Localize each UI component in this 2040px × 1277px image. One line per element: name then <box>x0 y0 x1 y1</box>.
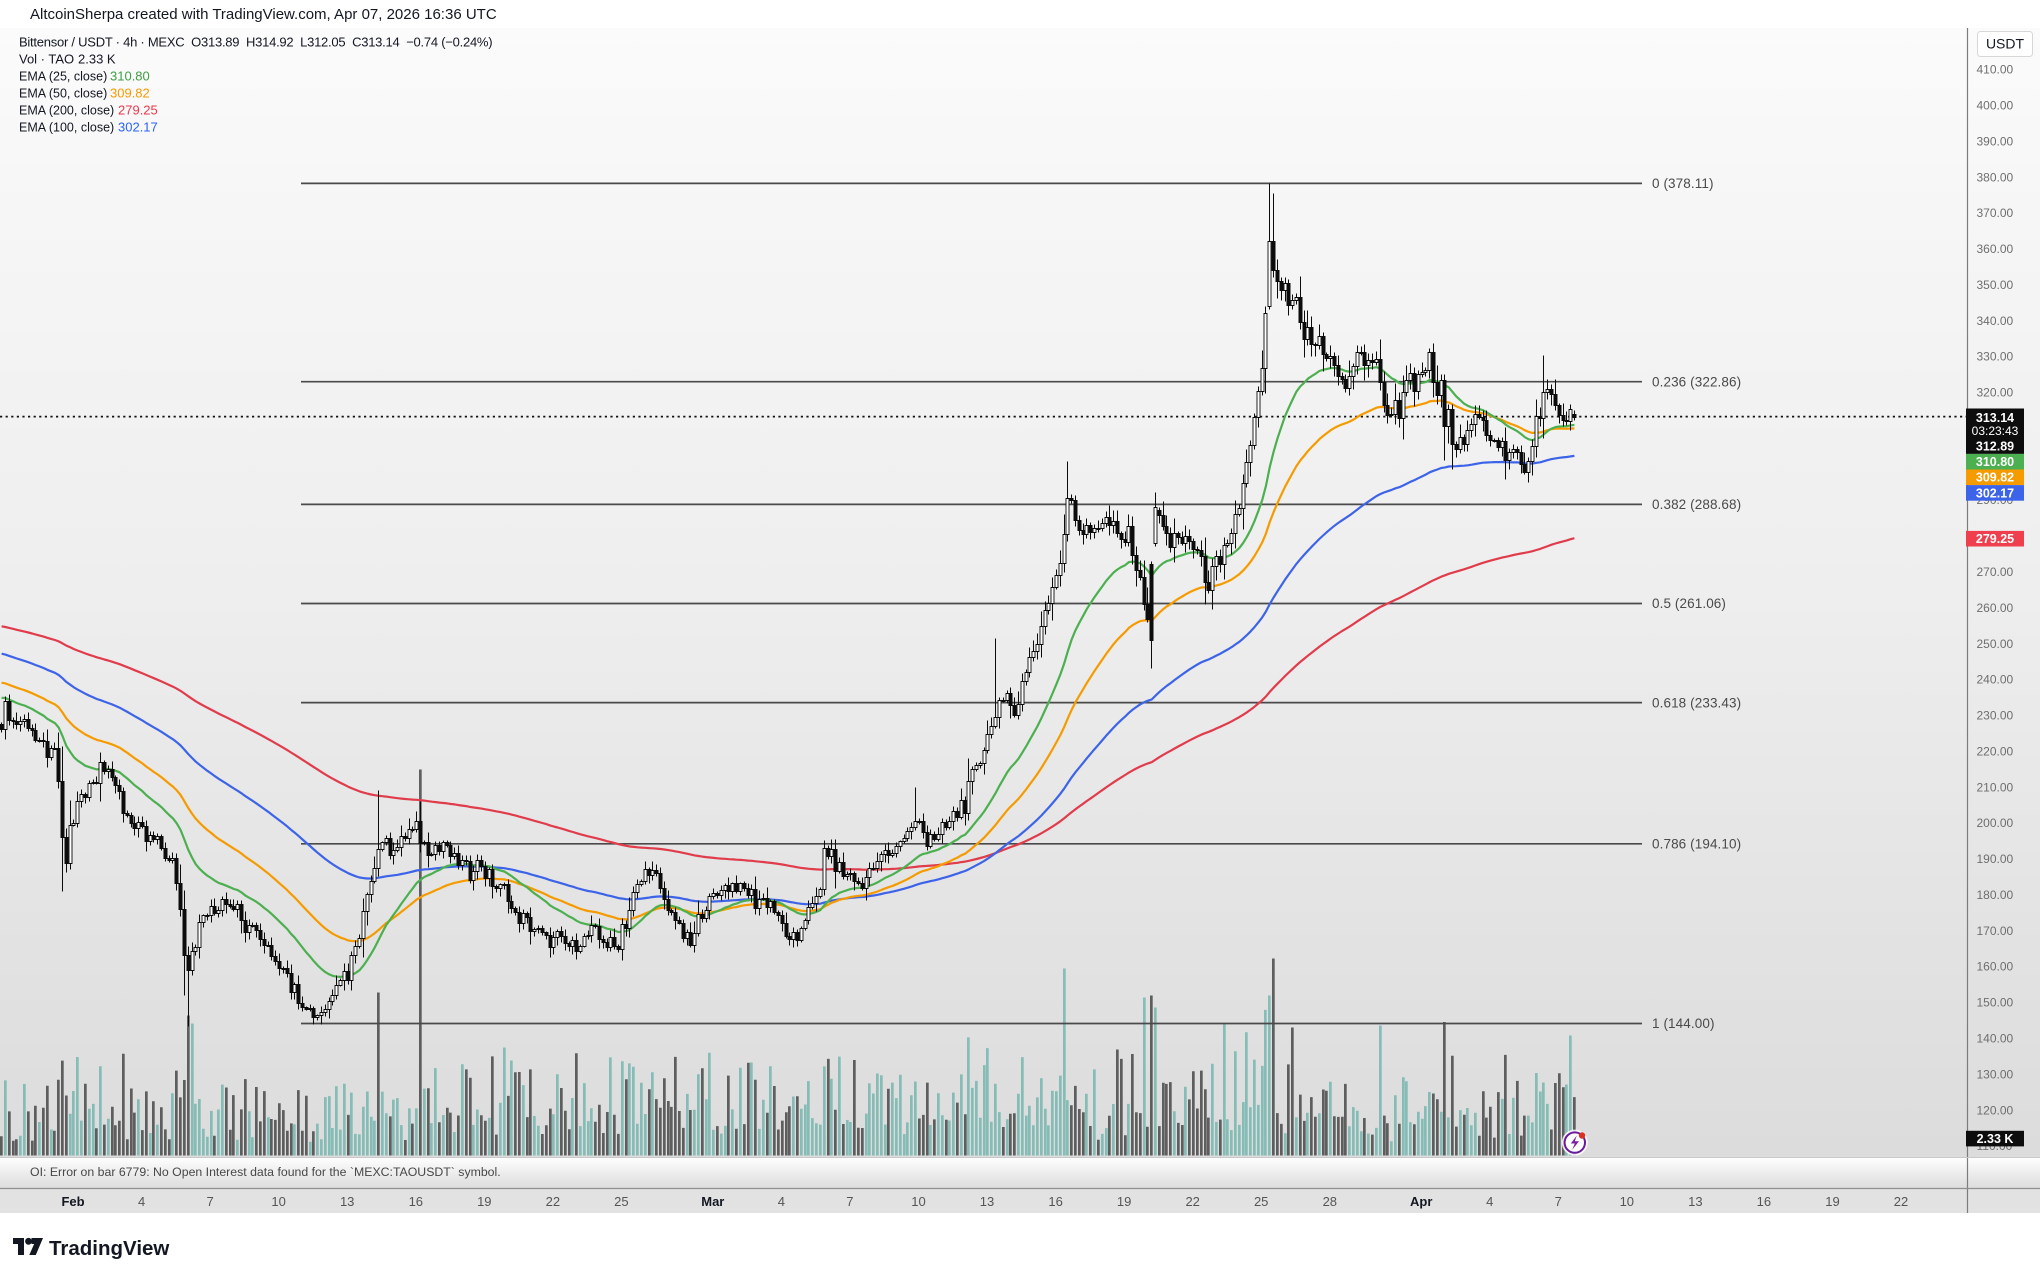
svg-text:260.00: 260.00 <box>1977 601 2014 615</box>
svg-text:279.25: 279.25 <box>118 103 158 118</box>
svg-text:7: 7 <box>1555 1194 1562 1209</box>
svg-text:0.618 (233.43): 0.618 (233.43) <box>1652 695 1741 710</box>
svg-text:250.00: 250.00 <box>1977 637 2014 651</box>
svg-text:380.00: 380.00 <box>1977 170 2014 184</box>
svg-text:EMA (100, close): EMA (100, close) <box>19 121 114 135</box>
svg-text:Apr: Apr <box>1410 1194 1432 1209</box>
svg-text:312.89: 312.89 <box>1976 440 2014 454</box>
svg-text:310.80: 310.80 <box>1976 455 2014 469</box>
svg-text:370.00: 370.00 <box>1977 206 2014 220</box>
svg-text:EMA (25, close): EMA (25, close) <box>19 70 107 84</box>
svg-text:309.82: 309.82 <box>110 86 150 101</box>
svg-text:140.00: 140.00 <box>1977 1032 2014 1046</box>
svg-text:19: 19 <box>1825 1194 1839 1209</box>
svg-text:4: 4 <box>138 1194 145 1209</box>
svg-text:350.00: 350.00 <box>1977 278 2014 292</box>
svg-text:7: 7 <box>206 1194 213 1209</box>
svg-text:Feb: Feb <box>61 1194 84 1209</box>
svg-text:230.00: 230.00 <box>1977 709 2014 723</box>
svg-text:279.25: 279.25 <box>1976 532 2014 546</box>
svg-text:2.33 K: 2.33 K <box>1977 1132 2014 1146</box>
svg-text:19: 19 <box>477 1194 491 1209</box>
svg-text:0.382 (288.68): 0.382 (288.68) <box>1652 497 1741 512</box>
svg-text:130.00: 130.00 <box>1977 1067 2014 1081</box>
svg-text:0.236 (322.86): 0.236 (322.86) <box>1652 374 1741 389</box>
svg-text:22: 22 <box>1185 1194 1199 1209</box>
svg-text:313.14: 313.14 <box>1976 411 2014 425</box>
svg-text:302.17: 302.17 <box>118 120 158 135</box>
svg-text:13: 13 <box>980 1194 994 1209</box>
svg-text:7: 7 <box>846 1194 853 1209</box>
svg-text:170.00: 170.00 <box>1977 924 2014 938</box>
svg-text:200.00: 200.00 <box>1977 816 2014 830</box>
svg-text:Bittensor / USDT · 4h · MEXC: Bittensor / USDT · 4h · MEXC O313.89 H31… <box>19 35 492 50</box>
svg-text:10: 10 <box>271 1194 285 1209</box>
svg-text:Vol · TAO: Vol · TAO <box>19 52 74 67</box>
svg-text:AltcoinSherpa created with Tra: AltcoinSherpa created with TradingView.c… <box>30 6 497 23</box>
svg-text:19: 19 <box>1117 1194 1131 1209</box>
svg-text:240.00: 240.00 <box>1977 673 2014 687</box>
svg-text:400.00: 400.00 <box>1977 99 2014 113</box>
svg-text:OI: Error on bar 6779: No Open: OI: Error on bar 6779: No Open Interest … <box>30 1165 501 1179</box>
svg-text:330.00: 330.00 <box>1977 350 2014 364</box>
svg-text:190.00: 190.00 <box>1977 852 2014 866</box>
svg-text:160.00: 160.00 <box>1977 960 2014 974</box>
svg-text:10: 10 <box>911 1194 925 1209</box>
svg-text:28: 28 <box>1323 1194 1337 1209</box>
svg-text:120.00: 120.00 <box>1977 1103 2014 1117</box>
svg-text:210.00: 210.00 <box>1977 780 2014 794</box>
svg-text:150.00: 150.00 <box>1977 996 2014 1010</box>
svg-text:302.17: 302.17 <box>1976 486 2014 500</box>
svg-text:220.00: 220.00 <box>1977 744 2014 758</box>
svg-text:0.5 (261.06): 0.5 (261.06) <box>1652 596 1726 611</box>
svg-text:USDT: USDT <box>1986 36 2025 52</box>
svg-text:EMA (200, close): EMA (200, close) <box>19 104 114 118</box>
svg-text:TradingView: TradingView <box>49 1237 169 1260</box>
svg-text:309.82: 309.82 <box>1976 471 2014 485</box>
svg-text:390.00: 390.00 <box>1977 134 2014 148</box>
svg-text:0.786 (194.10): 0.786 (194.10) <box>1652 837 1741 852</box>
svg-text:4: 4 <box>1486 1194 1493 1209</box>
svg-text:1 (144.00): 1 (144.00) <box>1652 1016 1715 1031</box>
svg-text:310.80: 310.80 <box>110 69 150 84</box>
svg-text:180.00: 180.00 <box>1977 888 2014 902</box>
svg-text:22: 22 <box>546 1194 560 1209</box>
svg-text:25: 25 <box>614 1194 628 1209</box>
svg-text:13: 13 <box>340 1194 354 1209</box>
svg-text:13: 13 <box>1688 1194 1702 1209</box>
svg-text:340.00: 340.00 <box>1977 314 2014 328</box>
svg-text:16: 16 <box>1048 1194 1062 1209</box>
svg-text:EMA (50, close): EMA (50, close) <box>19 87 107 101</box>
svg-text:4: 4 <box>778 1194 785 1209</box>
svg-text:270.00: 270.00 <box>1977 565 2014 579</box>
svg-text:16: 16 <box>409 1194 423 1209</box>
svg-text:25: 25 <box>1254 1194 1268 1209</box>
svg-text:10: 10 <box>1620 1194 1634 1209</box>
svg-text:360.00: 360.00 <box>1977 242 2014 256</box>
svg-text:03:23:43: 03:23:43 <box>1972 424 2019 438</box>
svg-text:Mar: Mar <box>701 1194 724 1209</box>
svg-text:0 (378.11): 0 (378.11) <box>1652 176 1714 191</box>
svg-text:410.00: 410.00 <box>1977 63 2014 77</box>
svg-text:2.33 K: 2.33 K <box>78 52 116 67</box>
svg-text:16: 16 <box>1757 1194 1771 1209</box>
svg-text:320.00: 320.00 <box>1977 386 2014 400</box>
svg-text:22: 22 <box>1894 1194 1908 1209</box>
